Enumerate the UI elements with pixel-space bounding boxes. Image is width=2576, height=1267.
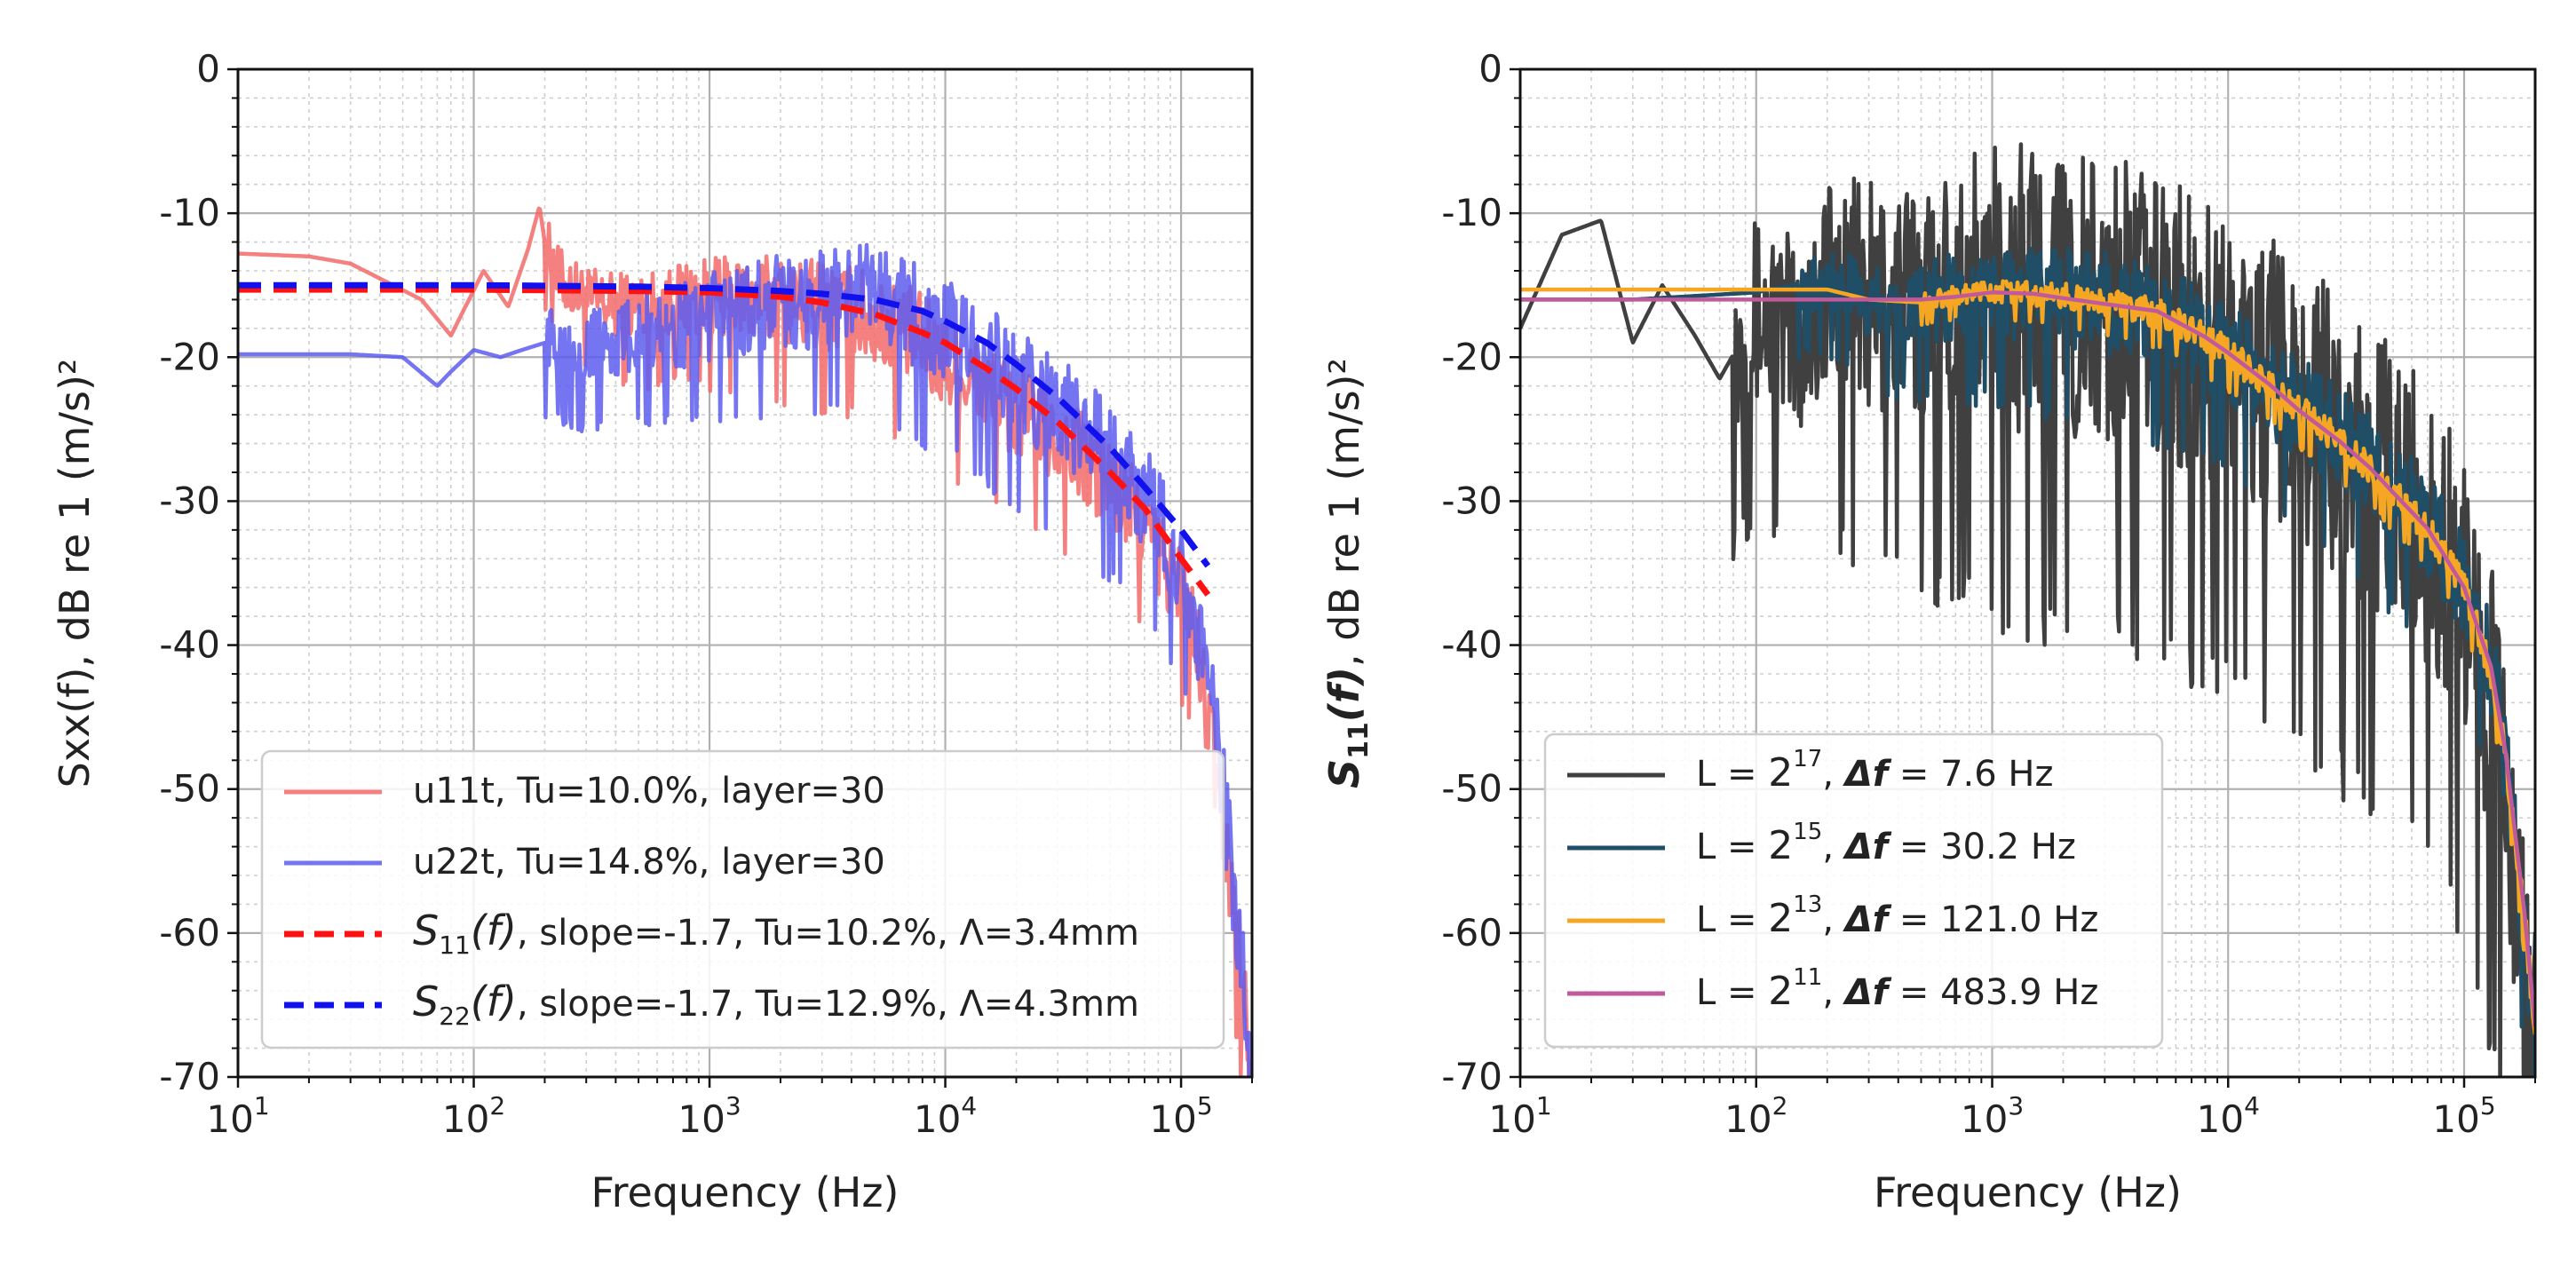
- legend-entry: L = 213, Δf = 121.0 Hz: [1696, 891, 2098, 941]
- x-tick-label: 102: [442, 1091, 505, 1141]
- x-axis-label: Frequency (Hz): [591, 1168, 900, 1216]
- legend-entry: u11t, Tu=10.0%, layer=30: [413, 771, 885, 812]
- y-tick-label: -50: [1441, 767, 1502, 811]
- legend-entry: S22(f), slope=-1.7, Tu=12.9%, Λ=4.3mm: [413, 978, 1139, 1031]
- y-tick-label: -10: [1441, 191, 1502, 234]
- y-tick-label: -20: [1441, 335, 1502, 378]
- legend-frame: [260, 749, 1225, 1049]
- legend-entry: L = 211, Δf = 483.9 Hz: [1696, 964, 2098, 1014]
- y-tick-label: -30: [159, 479, 220, 522]
- legend-frame: [1543, 732, 2164, 1049]
- y-tick-label: -50: [159, 767, 220, 811]
- series-line-1: [1520, 142, 2535, 1077]
- x-tick-label: 104: [2197, 1091, 2260, 1141]
- y-axis-label: S11(f), dB re 1 (m/s)²: [1320, 358, 1375, 788]
- x-axis-label: Frequency (Hz): [1874, 1168, 2182, 1216]
- x-tick-label: 103: [1961, 1091, 2024, 1141]
- series-line-2: [238, 242, 1252, 1077]
- y-tick-label: -70: [1441, 1055, 1502, 1098]
- axes-frame: [236, 67, 1254, 1079]
- y-tick-label: -10: [159, 191, 220, 234]
- x-tick-label: 101: [206, 1091, 269, 1141]
- left-chart-panel: 101 102 103 104 105 0 -10 -20 -30 -40 -50 -60 -70 Fre…: [51, 47, 1254, 1216]
- y-tick-label: -40: [1441, 623, 1502, 667]
- y-axis-label: Sxx(f), dB re 1 (m/s)²: [51, 359, 99, 788]
- y-tick-label: 0: [196, 47, 220, 91]
- x-tick-label: 105: [1149, 1091, 1212, 1141]
- y-tick-label: -40: [159, 623, 220, 667]
- y-tick-label: -20: [159, 335, 220, 378]
- series-line-4: [238, 281, 1211, 568]
- x-tick-label: 103: [678, 1091, 741, 1141]
- series-line-2: [1520, 245, 2535, 1077]
- axes-frame: [1518, 67, 2537, 1079]
- plot-area: [1520, 142, 2535, 1077]
- series-line-4: [1520, 290, 2535, 1027]
- legend-entry: S11(f), slope=-1.7, Tu=10.2%, Λ=3.4mm: [413, 907, 1139, 960]
- right-chart-panel: 101 102 103 104 105 0 -10 -20 -30 -40 -50 -60 -70 Fre…: [1320, 47, 2537, 1216]
- series-line-3: [238, 286, 1211, 597]
- legend: L = 217, Δf = 7.6 Hz L = 215, Δf = 30.2 H…: [1543, 732, 2164, 1049]
- y-tick-label: 0: [1478, 47, 1502, 91]
- x-tick-label: 102: [1724, 1091, 1787, 1141]
- y-tick-label: -60: [159, 911, 220, 954]
- legend: u11t, Tu=10.0%, layer=30 u22t, Tu=14.8%, …: [260, 749, 1225, 1049]
- y-tick-label: -60: [1441, 911, 1502, 954]
- plot-area: [238, 206, 1252, 1077]
- tick-labels: 101 102 103 104 105 0 -10 -20 -30 -40 -50 -60 -70: [1441, 47, 2536, 1141]
- x-tick-label: 101: [1488, 1091, 1551, 1141]
- x-tick-label: 104: [914, 1091, 977, 1141]
- legend-entry: L = 217, Δf = 7.6 Hz: [1696, 746, 2053, 796]
- y-tick-label: -70: [159, 1055, 220, 1098]
- legend-entry: u22t, Tu=14.8%, layer=30: [413, 842, 885, 883]
- legend-entry: L = 215, Δf = 30.2 Hz: [1696, 819, 2076, 868]
- tick-labels: 101 102 103 104 105 0 -10 -20 -30 -40 -50 -60 -70: [159, 47, 1253, 1141]
- y-tick-label: -30: [1441, 479, 1502, 522]
- x-tick-label: 105: [2432, 1091, 2495, 1141]
